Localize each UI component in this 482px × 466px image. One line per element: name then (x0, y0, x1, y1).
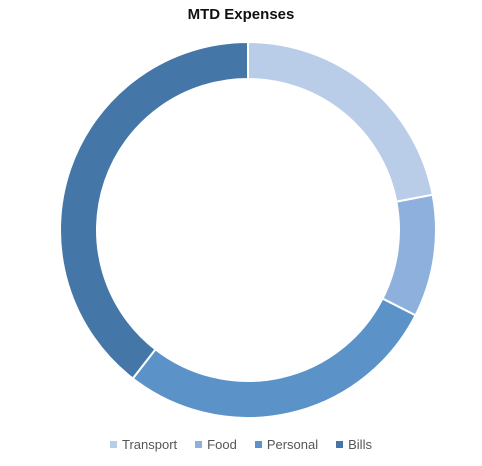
legend-label: Food (207, 437, 237, 452)
legend-swatch (195, 441, 203, 448)
legend-swatch (336, 441, 344, 448)
legend-item-transport: Transport (110, 437, 177, 452)
chart-title: MTD Expenses (187, 6, 295, 23)
legend-item-personal: Personal (254, 437, 319, 452)
donut-slice-bills (59, 40, 249, 380)
legend-item-food: Food (195, 437, 237, 452)
legend-label: Bills (348, 437, 372, 452)
legend-item-bills: Bills (336, 437, 372, 452)
donut-slice-transport (247, 40, 434, 203)
donut-slice-personal (131, 297, 417, 419)
chart-legend: Transport Food Personal Bills (0, 437, 482, 452)
donut-slice-food (381, 193, 437, 317)
legend-swatch (110, 441, 118, 448)
legend-swatch (254, 441, 262, 448)
legend-label: Transport (122, 437, 178, 452)
legend-label: Personal (266, 437, 319, 452)
